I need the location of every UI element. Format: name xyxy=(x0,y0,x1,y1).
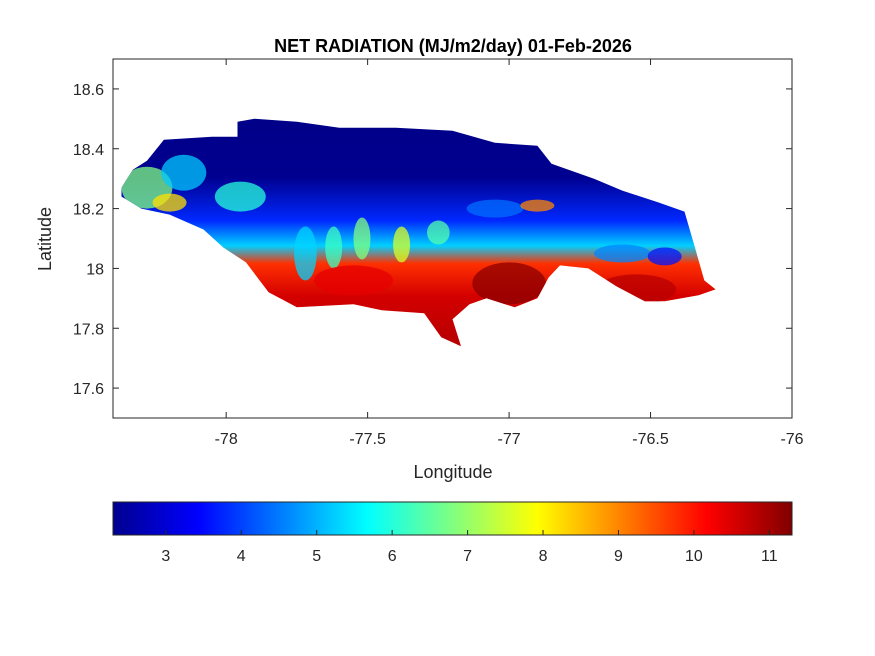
y-tick-label: 18.4 xyxy=(73,142,104,159)
heatmap-cell xyxy=(313,265,394,296)
heatmap-cell xyxy=(520,199,555,212)
x-tick-label: -77.5 xyxy=(349,431,386,448)
colorbar-tick-label: 5 xyxy=(312,548,321,565)
x-tick-label: -76 xyxy=(780,431,803,448)
heatmap-variation-layer xyxy=(121,154,682,305)
heatmap-cell xyxy=(427,220,450,245)
y-tick-label: 18.6 xyxy=(73,82,104,99)
y-tick-label: 17.8 xyxy=(73,321,104,338)
colorbar-tick-label: 3 xyxy=(161,548,170,565)
heatmap-cell xyxy=(393,226,411,263)
heatmap-cell xyxy=(325,226,343,269)
colorbar-tick-label: 4 xyxy=(237,548,246,565)
x-tick-label: -76.5 xyxy=(632,431,669,448)
x-axis: -78 -77.5 -77 -76.5 -76 xyxy=(215,59,804,448)
colorbar-tick-label: 10 xyxy=(685,548,703,565)
x-tick-label: -78 xyxy=(215,431,238,448)
colorbar-tick-label: 11 xyxy=(761,548,778,565)
heatmap-cell xyxy=(161,154,207,191)
colorbar-tick-label: 8 xyxy=(539,548,548,565)
heatmap-cell xyxy=(353,217,371,260)
y-tick-label: 18.2 xyxy=(73,202,104,219)
colorbar xyxy=(112,501,793,536)
heatmap-cell xyxy=(214,181,266,212)
x-tick-label: -77 xyxy=(498,431,521,448)
y-axis: 17.6 17.8 18 18.2 18.4 18.6 xyxy=(73,82,792,398)
y-axis-label: Latitude xyxy=(35,207,55,271)
y-tick-label: 18 xyxy=(86,261,104,278)
heatmap-cell xyxy=(593,244,651,263)
colorbar-tick-label: 9 xyxy=(614,548,623,565)
y-tick-label: 17.6 xyxy=(73,381,104,398)
chart-title: NET RADIATION (MJ/m2/day) 01-Feb-2026 xyxy=(274,36,632,56)
colorbar-ticks: 3 4 5 6 7 8 9 10 11 xyxy=(161,530,778,565)
heatmap-cell xyxy=(472,262,546,305)
colorbar-tick-label: 6 xyxy=(388,548,397,565)
heatmap-cell xyxy=(152,193,187,212)
colorbar-tick-label: 7 xyxy=(463,548,472,565)
heatmap-cell xyxy=(647,247,682,266)
x-axis-label: Longitude xyxy=(413,462,492,482)
heatmap-cell xyxy=(294,226,317,281)
heatmap-cell xyxy=(466,199,524,218)
